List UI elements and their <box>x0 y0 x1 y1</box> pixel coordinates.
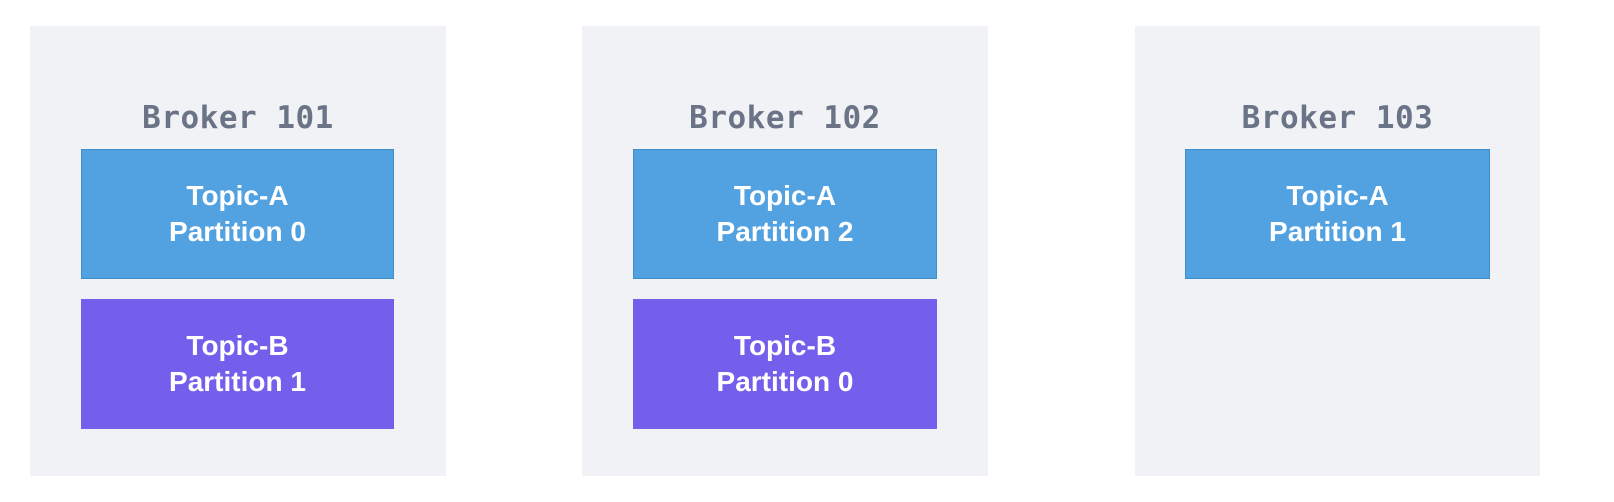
partition-box-topic-a: Topic-A Partition 1 <box>1185 149 1490 279</box>
broker-102-panel: Broker 102 Topic-A Partition 2 Topic-B P… <box>582 26 988 476</box>
partition-box-topic-b: Topic-B Partition 1 <box>81 299 394 429</box>
partition-number-label: Partition 1 <box>169 366 306 397</box>
partition-topic-label: Topic-A <box>186 180 289 211</box>
partition-topic-label: Topic-A <box>733 180 837 211</box>
partition-topic-label: Topic-B <box>186 330 289 361</box>
partition-box-topic-a: Topic-A Partition 2 <box>633 149 937 279</box>
partition-topic-label: Topic-B <box>733 330 837 361</box>
partition-box-topic-a: Topic-A Partition 0 <box>81 149 394 279</box>
partition-number-label: Partition 0 <box>169 216 306 247</box>
broker-title: Broker 103 <box>1241 100 1434 136</box>
broker-title: Broker 102 <box>689 100 881 136</box>
partition-number-label: Partition 1 <box>1269 216 1406 247</box>
broker-title: Broker 101 <box>142 100 334 136</box>
partition-number-label: Partition 2 <box>716 216 854 247</box>
partition-box-topic-b: Topic-B Partition 0 <box>633 299 937 429</box>
broker-101-panel: Broker 101 Topic-A Partition 0 Topic-B P… <box>30 26 446 476</box>
partition-topic-label: Topic-A <box>1286 180 1389 211</box>
partition-number-label: Partition 0 <box>716 366 854 397</box>
broker-103-panel: Broker 103 Topic-A Partition 1 <box>1135 26 1540 476</box>
